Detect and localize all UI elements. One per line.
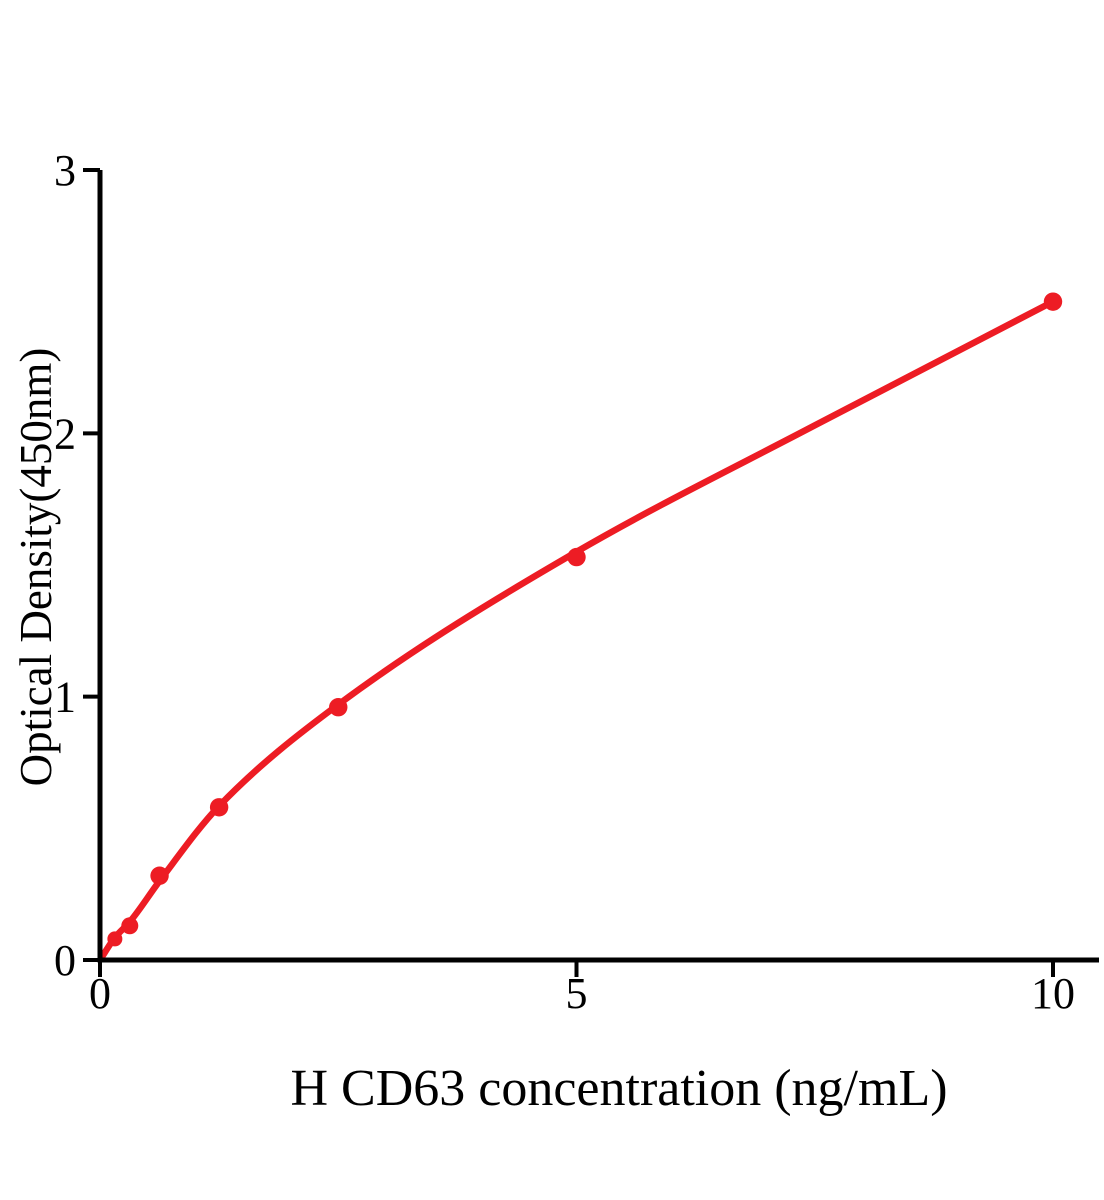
x-tick-label: 0 bbox=[89, 969, 111, 1018]
data-point bbox=[150, 866, 169, 885]
data-point bbox=[1043, 292, 1063, 311]
data-point bbox=[107, 931, 123, 947]
data-point bbox=[121, 917, 139, 935]
y-tick-label: 1 bbox=[54, 673, 76, 722]
fit-curve bbox=[96, 298, 1057, 964]
y-tick-label: 3 bbox=[54, 146, 76, 195]
x-tick-label: 10 bbox=[1031, 969, 1075, 1018]
data-point bbox=[567, 547, 586, 567]
y-tick-label: 2 bbox=[54, 409, 76, 458]
x-tick-label: 5 bbox=[566, 969, 588, 1018]
y-axis-title: Optical Density(450nm) bbox=[11, 347, 61, 787]
data-point bbox=[329, 698, 348, 717]
y-tick-label: 0 bbox=[54, 936, 76, 985]
x-axis-title: H CD63 concentration (ng/mL) bbox=[290, 1060, 948, 1117]
data-point bbox=[209, 798, 229, 817]
